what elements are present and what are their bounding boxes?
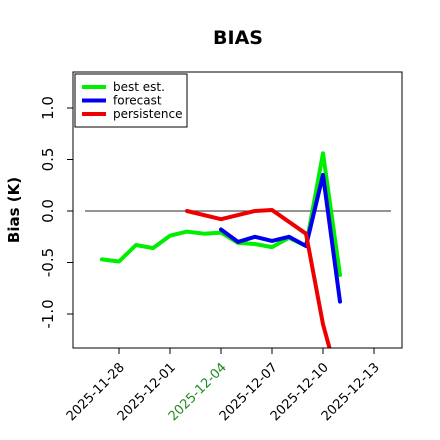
series-line-forecast — [219, 172, 342, 304]
legend-label: forecast — [113, 94, 162, 108]
y-tick-label: 1.0 — [39, 96, 57, 120]
series-layer — [100, 151, 342, 348]
legend-label: best est. — [113, 80, 165, 94]
series-line-persistence — [185, 208, 332, 348]
plot-frame — [72, 71, 403, 349]
series-line-best-est — [100, 151, 342, 277]
y-tick-label: -1.0 — [39, 299, 57, 328]
x-axis: 2025-11-282025-12-012025-12-042025-12-07… — [64, 348, 383, 424]
legend-label: persistence — [113, 107, 182, 121]
y-tick-label: 0.0 — [39, 199, 57, 223]
y-tick-label: -0.5 — [39, 248, 57, 277]
y-axis: -1.0 -0.5 0.0 0.5 1.0 — [39, 96, 73, 329]
y-axis-label: Bias (K) — [5, 177, 23, 243]
chart-title: BIAS — [213, 27, 263, 49]
y-tick-label: 0.5 — [39, 148, 57, 172]
